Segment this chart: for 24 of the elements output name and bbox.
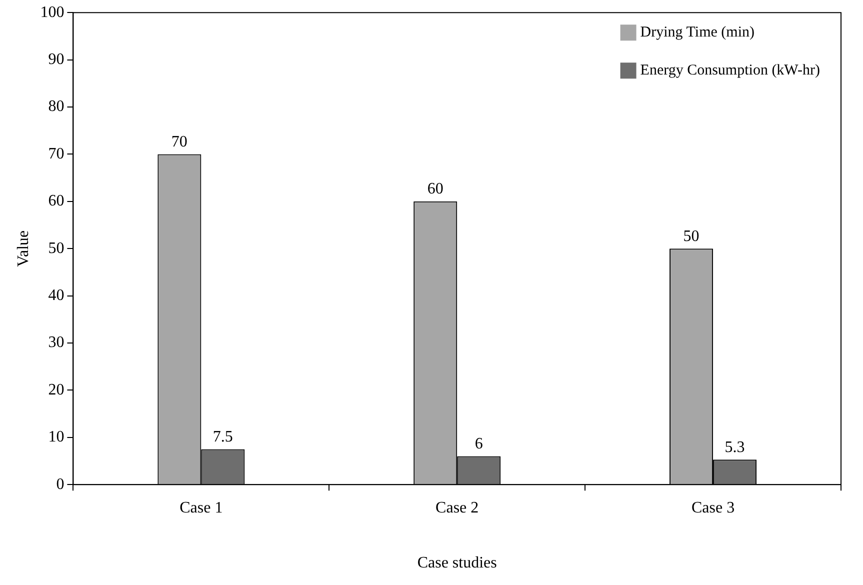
legend-label: Energy Consumption (kW-hr) — [640, 62, 820, 79]
y-tick-label: 50 — [48, 240, 64, 257]
y-tick-label: 100 — [40, 4, 64, 21]
legend-label: Drying Time (min) — [640, 24, 754, 41]
y-tick-label: 10 — [48, 428, 64, 446]
y-tick-label: 70 — [48, 145, 64, 162]
data-label: 5.3 — [724, 438, 745, 456]
y-tick-label: 80 — [48, 98, 64, 116]
y-tick-label: 60 — [48, 192, 64, 210]
y-tick-label: 40 — [48, 287, 64, 304]
x-tick-label: Case 3 — [691, 499, 735, 516]
y-axis-title: Value — [14, 230, 32, 267]
y-tick-label: 20 — [48, 381, 64, 398]
data-label: 60 — [427, 180, 444, 198]
data-label: 70 — [171, 133, 188, 150]
y-tick-label: 90 — [48, 51, 64, 68]
data-label: 50 — [683, 228, 700, 245]
x-tick-label: Case 2 — [436, 499, 479, 516]
y-tick-label: 30 — [48, 334, 64, 352]
y-tick-label: 0 — [56, 476, 64, 493]
data-label: 6 — [474, 435, 483, 452]
x-tick-label: Case 1 — [180, 499, 223, 516]
x-axis-title: Case studies — [417, 554, 497, 572]
data-label: 7.5 — [212, 428, 233, 446]
